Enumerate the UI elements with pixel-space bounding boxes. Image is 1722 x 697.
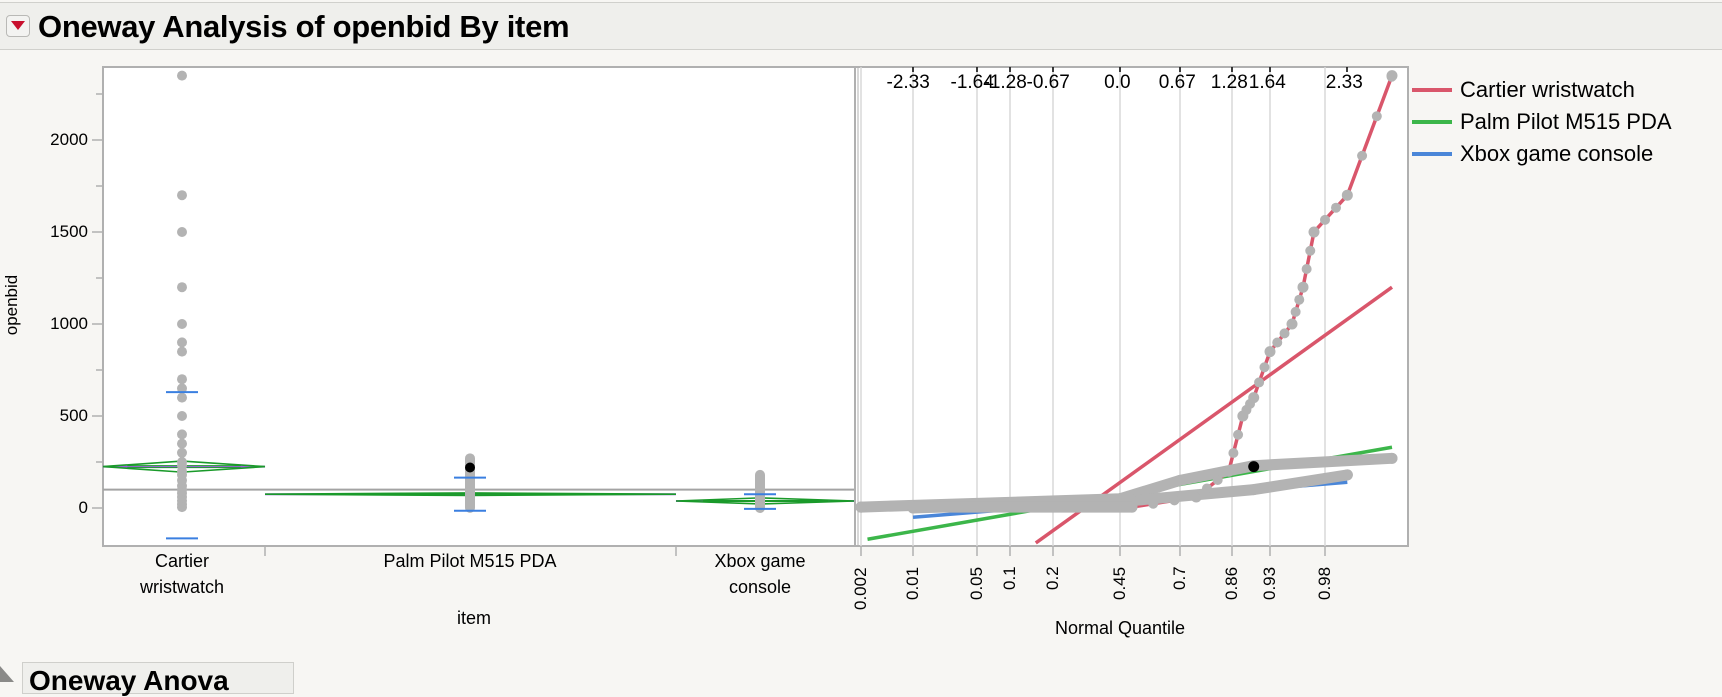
quantile-prob-label: 0.05 — [967, 566, 986, 600]
quantile-z-label: -2.33 — [886, 72, 930, 93]
oneway-plot-frame — [102, 66, 856, 547]
quantile-z-label: 1.28 — [1210, 72, 1248, 93]
y-tick-label: 1500 — [50, 222, 88, 241]
quantile-z-label: -1.28 — [983, 72, 1027, 93]
quantile-prob-label: 0.98 — [1315, 566, 1334, 600]
legend-swatch-xbox — [1412, 152, 1452, 156]
y-axis-ticks — [92, 93, 103, 509]
quantile-z-label: -0.67 — [1026, 72, 1070, 93]
x-category-label: Xbox game console — [714, 551, 806, 597]
quantile-prob-label: 0.1 — [1000, 566, 1019, 590]
y-axis-title: openbid — [2, 274, 21, 336]
y-tick-label: 2000 — [50, 130, 88, 149]
legend-item-xbox[interactable]: Xbox game console — [1412, 138, 1672, 170]
x-category-label: Palm Pilot M515 PDA — [383, 551, 557, 571]
quantile-plot-content — [855, 70, 1398, 545]
legend: Cartier wristwatch Palm Pilot M515 PDA X… — [1412, 74, 1672, 170]
legend-swatch-palm — [1412, 120, 1452, 124]
quantile-z-label: 0.67 — [1158, 72, 1196, 93]
disclosure-triangle-icon[interactable] — [0, 666, 14, 682]
quantile-prob-label: 0.86 — [1222, 566, 1241, 600]
y-tick-label: 500 — [59, 406, 88, 425]
red-triangle-menu-icon — [11, 21, 25, 30]
x-category-label: Cartier wristwatch — [139, 551, 224, 597]
y-tick-label: 1000 — [50, 314, 88, 333]
legend-swatch-cartier — [1412, 88, 1452, 92]
red-triangle-menu-button[interactable] — [6, 15, 30, 37]
quantile-prob-label: 0.002 — [851, 567, 870, 610]
quantile-prob-label: 0.7 — [1170, 566, 1189, 590]
legend-item-palm[interactable]: Palm Pilot M515 PDA — [1412, 106, 1672, 138]
legend-item-cartier[interactable]: Cartier wristwatch — [1412, 74, 1672, 106]
report-header: Oneway Analysis of openbid By item — [0, 2, 1722, 50]
quantile-prob-label: 0.2 — [1043, 566, 1062, 590]
quantile-prob-label: 0.93 — [1260, 566, 1279, 600]
y-tick-label: 0 — [78, 498, 88, 517]
oneway-anova-header[interactable]: Oneway Anova — [22, 662, 294, 696]
page-title: Oneway Analysis of openbid By item — [38, 9, 570, 44]
quantile-z-label: 0.0 — [1104, 72, 1131, 93]
quantile-z-label: -1.64 — [950, 72, 994, 93]
chart-area — [92, 66, 1409, 556]
quantile-z-label: 1.64 — [1248, 72, 1286, 93]
quantile-axis-title: Normal Quantile — [1055, 618, 1186, 638]
quantile-prob-label: 0.01 — [903, 566, 922, 600]
x-axis-title: item — [457, 608, 492, 628]
quantile-z-label: 2.33 — [1325, 72, 1363, 93]
quantile-prob-label: 0.45 — [1110, 566, 1129, 600]
